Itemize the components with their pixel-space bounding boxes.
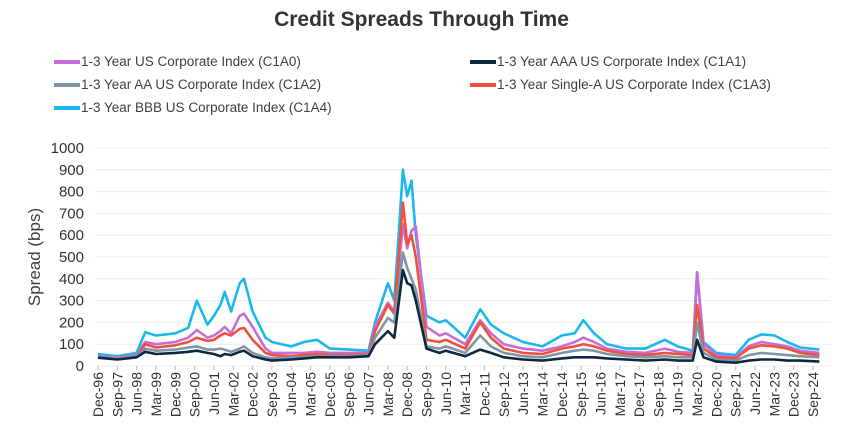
x-tick-label: Dec-20 (708, 372, 724, 417)
legend-label: 1-3 Year Single-A US Corporate Index (C1… (497, 77, 771, 92)
series-line-c1a1 (97, 268, 820, 365)
x-tick-label: Dec-08 (399, 372, 415, 417)
x-tick-label: Jun-07 (361, 372, 377, 415)
legend-item-c1a1: 1-3 Year AAA US Corporate Index (C1A1) (470, 54, 746, 69)
x-tick-label: Sep-12 (496, 372, 512, 417)
legend-label: 1-3 Year AA US Corporate Index (C1A2) (81, 77, 322, 92)
x-tick-label: Sep-03 (264, 372, 280, 417)
x-tick-label: Dec-17 (631, 372, 647, 417)
y-axis-label: Spread (bps) (25, 208, 44, 306)
x-tick-label: Mar-11 (457, 372, 473, 416)
x-tick-label: Mar-99 (148, 372, 164, 417)
legend-swatch (470, 82, 496, 87)
y-tick-label: 0 (76, 358, 84, 375)
y-tick-label: 1000 (51, 140, 84, 157)
x-tick-label: Dec-96 (90, 372, 106, 417)
y-tick-label: 900 (59, 162, 84, 179)
x-tick-label: Jun-16 (592, 372, 608, 415)
x-tick-label: Sep-09 (419, 372, 435, 417)
x-tick-label: Sep-24 (805, 372, 821, 417)
x-tick-label: Dec-23 (786, 372, 802, 417)
legend-item-c1a4: 1-3 Year BBB US Corporate Index (C1A4) (54, 100, 332, 115)
legend-item-c1a0: 1-3 Year US Corporate Index (C1A0) (54, 54, 301, 69)
x-tick-label: Mar-14 (534, 372, 550, 417)
legend-label: 1-3 Year AAA US Corporate Index (C1A1) (497, 54, 747, 69)
legend-swatch (470, 59, 496, 64)
x-tick-label: Jun-10 (438, 372, 454, 415)
series-line-c1a3 (97, 201, 820, 360)
legend-label: 1-3 Year US Corporate Index (C1A0) (81, 54, 301, 69)
x-tick-label: Mar-23 (766, 372, 782, 417)
legend-label: 1-3 Year BBB US Corporate Index (C1A4) (81, 100, 332, 115)
y-tick-label: 700 (59, 205, 84, 222)
x-tick-label: Sep-97 (109, 372, 125, 417)
y-tick-label: 200 (59, 314, 84, 331)
legend-swatch (54, 105, 80, 110)
x-tick-label: Mar-02 (225, 372, 241, 417)
y-tick-label: 400 (59, 271, 84, 288)
x-tick-label: Sep-15 (573, 372, 589, 417)
legend-item-c1a2: 1-3 Year AA US Corporate Index (C1A2) (54, 77, 321, 92)
x-tick-label: Sep-06 (341, 372, 357, 417)
chart-title: Credit Spreads Through Time (274, 8, 569, 31)
x-tick-label: Dec-02 (245, 372, 261, 417)
x-tick-label: Mar-17 (612, 372, 628, 417)
series-line-c1a4 (97, 168, 820, 358)
y-tick-label: 300 (59, 293, 84, 310)
legend-item-c1a3: 1-3 Year Single-A US Corporate Index (C1… (470, 77, 771, 92)
x-tick-label: Mar-05 (303, 372, 319, 417)
x-tick-label: Jun-19 (670, 372, 686, 415)
x-tick-label: Jun-98 (129, 372, 145, 415)
x-tick-label: Jun-04 (283, 372, 299, 415)
legend-swatch (54, 59, 80, 64)
y-tick-label: 800 (59, 184, 84, 201)
x-tick-label: Mar-08 (380, 372, 396, 417)
x-tick-label: Jun-22 (747, 372, 763, 415)
x-tick-label: Sep-00 (187, 372, 203, 417)
x-tick-label: Dec-05 (322, 372, 338, 417)
x-tick-label: Dec-14 (554, 372, 570, 417)
legend-swatch (54, 82, 80, 87)
y-tick-label: 500 (59, 249, 84, 266)
x-tick-label: Dec-99 (167, 372, 183, 417)
x-tick-label: Jun-13 (515, 372, 531, 415)
y-tick-label: 100 (59, 336, 84, 353)
series-line-c1a0 (97, 223, 820, 359)
y-tick-label: 600 (59, 227, 84, 244)
x-tick-label: Mar-20 (689, 372, 705, 417)
x-tick-label: Sep-18 (650, 372, 666, 417)
x-tick-label: Sep-21 (728, 372, 744, 417)
x-tick-label: Jun-01 (206, 372, 222, 415)
x-tick-label: Dec-11 (476, 372, 492, 416)
